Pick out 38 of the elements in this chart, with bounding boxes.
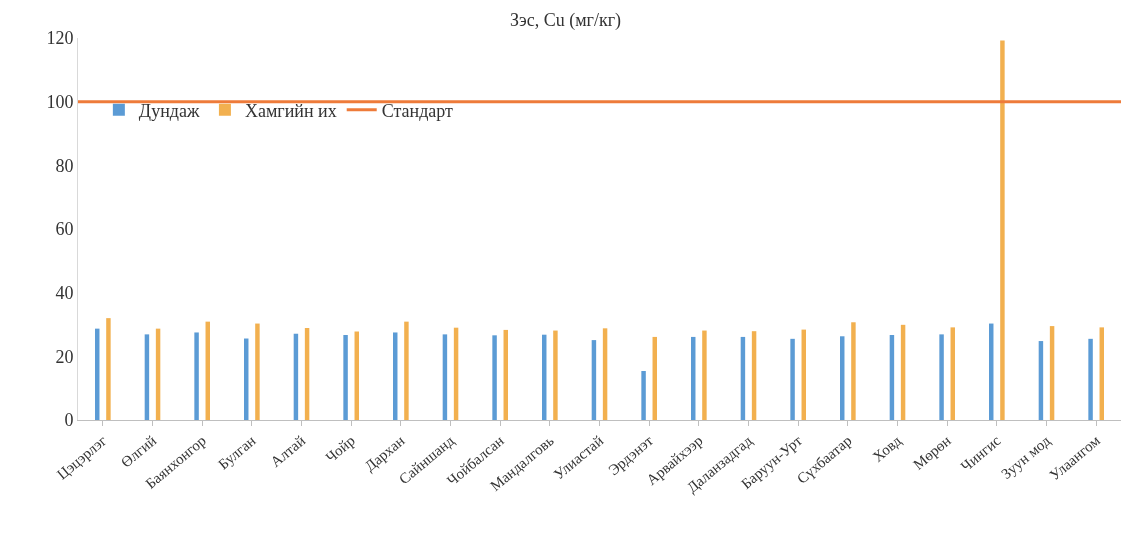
bar — [304, 328, 310, 420]
bar — [194, 332, 199, 420]
bar — [442, 334, 448, 420]
bar — [1049, 326, 1055, 420]
bar — [851, 322, 856, 420]
bar — [591, 340, 597, 420]
bar — [1038, 341, 1044, 420]
bar — [939, 334, 944, 420]
bar — [602, 328, 608, 420]
bar — [393, 332, 398, 420]
bar — [790, 338, 795, 420]
chart-title: Зэс, Cu (мг/кг) — [509, 10, 622, 32]
bar — [1088, 338, 1093, 420]
y-tick-label: 20 — [55, 346, 74, 367]
legend-label: Хамгийн их — [244, 100, 337, 121]
bar — [751, 331, 757, 420]
bar — [255, 323, 260, 420]
bar — [641, 370, 646, 420]
y-tick-label: 60 — [55, 219, 74, 240]
bar — [144, 334, 150, 420]
bar — [1099, 327, 1104, 420]
bar — [106, 318, 111, 420]
bar — [553, 330, 558, 420]
y-tick-label: 0 — [64, 410, 74, 431]
legend-label: Дундаж — [138, 100, 200, 121]
bar — [343, 335, 348, 420]
y-tick-label: 120 — [46, 28, 74, 49]
ref-line-label: Стандарт — [381, 100, 454, 121]
y-tick-label: 80 — [55, 155, 74, 176]
bar — [492, 335, 497, 420]
x-tick-label: Чойр — [322, 432, 358, 466]
bar — [950, 327, 955, 420]
bar — [1000, 40, 1005, 420]
y-tick-label: 40 — [55, 282, 74, 303]
bar — [840, 336, 845, 420]
bar — [404, 321, 409, 420]
bar — [702, 330, 707, 420]
y-tick-label: 100 — [46, 91, 74, 112]
